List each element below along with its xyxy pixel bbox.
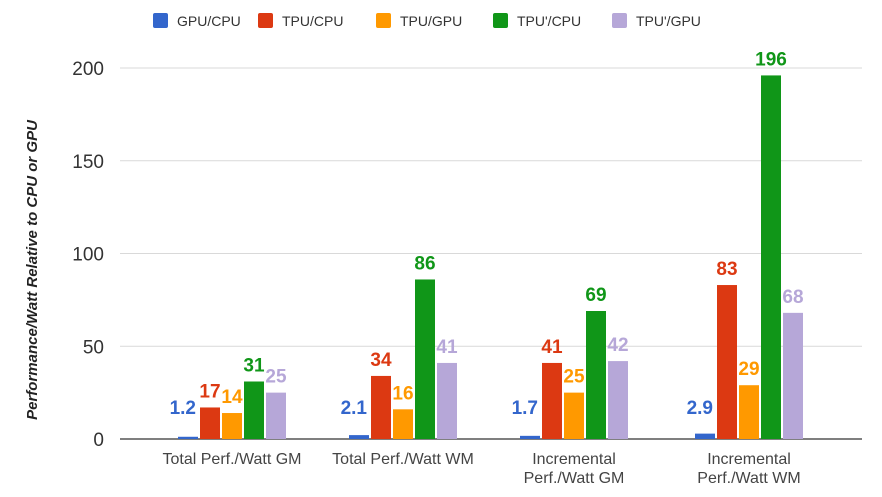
data-label: 16 <box>392 383 413 404</box>
x-category-label: Incremental <box>707 451 791 468</box>
data-label: 2.1 <box>341 398 368 419</box>
legend-swatch <box>376 13 391 28</box>
y-axis-label: Performance/Watt Relative to CPU or GPU <box>24 119 41 420</box>
data-label: 34 <box>370 350 392 371</box>
bar <box>393 409 413 439</box>
legend-item: TPU/GPU <box>376 13 462 29</box>
bar <box>608 361 628 439</box>
legend-swatch <box>258 13 273 28</box>
y-axis-ticks: 0 50 100 150 200 <box>72 59 104 451</box>
data-label: 25 <box>265 367 287 388</box>
data-label: 69 <box>585 285 606 306</box>
legend-item: GPU/CPU <box>153 13 241 29</box>
legend-swatch <box>612 13 627 28</box>
data-label: 1.7 <box>512 398 538 419</box>
data-label: 31 <box>243 355 265 376</box>
x-category-label: Incremental <box>532 451 616 468</box>
legend: GPU/CPU TPU/CPU TPU/GPU TPU'/CPU TPU'/GPU <box>153 13 701 29</box>
bar <box>695 433 715 439</box>
legend-item: TPU'/GPU <box>612 13 701 29</box>
bar <box>586 311 606 439</box>
x-category-label: Perf./Watt GM <box>524 470 625 487</box>
y-tick-label: 50 <box>83 337 104 358</box>
bar <box>739 385 759 439</box>
bar <box>437 362 457 439</box>
bar <box>415 279 435 439</box>
x-axis-categories: Total Perf./Watt GM Total Perf./Watt WM In… <box>163 451 801 487</box>
bar <box>371 375 391 439</box>
y-tick-label: 100 <box>72 245 104 266</box>
legend-item: TPU/CPU <box>258 13 343 29</box>
data-label: 83 <box>716 259 737 280</box>
bar <box>178 436 198 439</box>
data-label: 29 <box>738 359 759 380</box>
legend-label: TPU'/CPU <box>517 13 581 29</box>
legend-swatch <box>493 13 508 28</box>
y-tick-label: 200 <box>72 59 104 80</box>
bar <box>266 392 286 439</box>
bar <box>520 435 540 439</box>
legend-swatch <box>153 13 168 28</box>
data-label: 1.2 <box>170 398 196 419</box>
data-label: 14 <box>221 387 243 408</box>
gridlines <box>120 67 862 440</box>
data-label: 196 <box>755 49 787 70</box>
bar <box>761 75 781 440</box>
data-label: 86 <box>414 253 435 274</box>
legend-label: TPU'/GPU <box>636 13 701 29</box>
bar <box>222 413 242 439</box>
data-label: 41 <box>541 337 563 358</box>
legend-label: TPU/GPU <box>400 13 462 29</box>
data-label: 42 <box>607 335 628 356</box>
x-category-label: Perf./Watt WM <box>697 470 800 487</box>
x-category-label: Total Perf./Watt GM <box>163 451 302 468</box>
bar <box>717 285 737 439</box>
bar <box>349 435 369 439</box>
bars <box>178 75 803 440</box>
y-tick-label: 150 <box>72 152 104 173</box>
data-label: 17 <box>199 381 220 402</box>
legend-label: TPU/CPU <box>282 13 343 29</box>
legend-item: TPU'/CPU <box>493 13 581 29</box>
data-label: 68 <box>782 287 803 308</box>
y-tick-label: 0 <box>93 430 104 451</box>
data-label: 41 <box>436 337 458 358</box>
bar <box>783 312 803 439</box>
bar <box>564 392 584 439</box>
x-category-label: Total Perf./Watt WM <box>332 451 474 468</box>
bar <box>542 362 562 439</box>
data-label: 25 <box>563 367 585 388</box>
bar <box>200 407 220 439</box>
data-label: 2.9 <box>687 398 713 419</box>
bar <box>244 381 264 439</box>
legend-label: GPU/CPU <box>177 13 241 29</box>
